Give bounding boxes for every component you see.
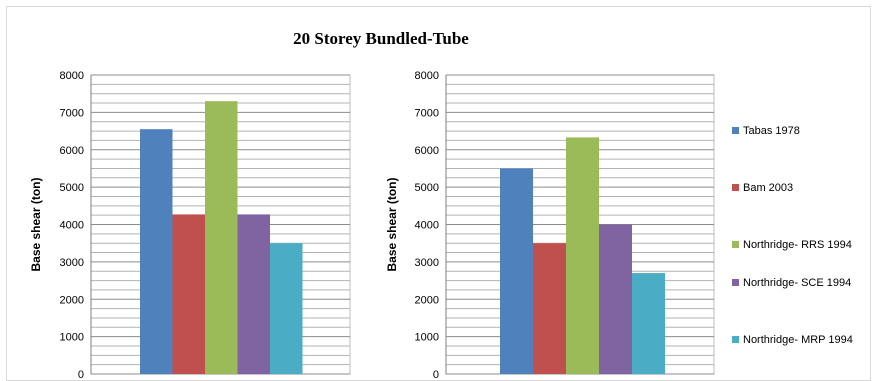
legend-label: Northridge- RRS 1994 [743, 239, 852, 251]
bar-northridge-mrp-1994 [270, 243, 303, 374]
y-tick-label: 2000 [60, 294, 84, 306]
legend-label: Northridge- MRP 1994 [743, 334, 853, 346]
y-tick-label: 0 [433, 369, 439, 381]
legend-label: Bam 2003 [743, 182, 793, 194]
y-tick-label: 5000 [415, 182, 439, 194]
y-tick-label: 0 [78, 369, 84, 381]
legend-label: Tabas 1978 [743, 125, 800, 137]
legend-swatch [732, 241, 739, 248]
legend-swatch [732, 336, 739, 343]
y-tick-label: 6000 [415, 145, 439, 157]
y-tick-label: 5000 [60, 182, 84, 194]
y-tick-label: 8000 [415, 70, 439, 82]
bar-tabas-1978 [140, 129, 173, 374]
right-chart: 0 1000 2000 3000 4000 5000 6000 7000 8000 Base sh… [385, 70, 715, 381]
bar-bam-2003 [172, 214, 205, 374]
legend-swatch [732, 279, 739, 286]
left-chart: 0 1000 2000 3000 4000 5000 6000 7000 8000 Base sh… [29, 70, 351, 381]
y-tick-label: 2000 [415, 294, 439, 306]
bar-northridge-rrs-1994 [205, 101, 238, 374]
bar-northridge-mrp-1994 [632, 273, 665, 374]
y-tick-label: 7000 [415, 107, 439, 119]
y-tick-label: 4000 [415, 220, 439, 232]
legend: Tabas 1978 Bam 2003 Northridge- RRS 1994 No… [732, 125, 853, 346]
y-tick-label: 3000 [60, 257, 84, 269]
figure-title: 20 Storey Bundled-Tube [293, 29, 469, 48]
y-tick-label: 4000 [60, 220, 84, 232]
y-tick-label: 1000 [415, 332, 439, 344]
legend-swatch [732, 184, 739, 191]
y-axis-label: Base shear (ton) [29, 177, 43, 271]
bar-northridge-sce-1994 [599, 224, 632, 374]
bar-tabas-1978 [500, 168, 533, 374]
bar-bam-2003 [533, 243, 566, 374]
y-tick-label: 6000 [60, 145, 84, 157]
y-tick-label: 7000 [60, 107, 84, 119]
bar-northridge-rrs-1994 [566, 137, 599, 374]
bar-northridge-sce-1994 [237, 214, 270, 374]
y-tick-label: 8000 [60, 70, 84, 82]
y-tick-label: 3000 [415, 257, 439, 269]
y-axis-label: Base shear (ton) [385, 177, 399, 271]
legend-swatch [732, 127, 739, 134]
legend-label: Northridge- SCE 1994 [743, 277, 851, 289]
y-tick-label: 1000 [60, 332, 84, 344]
